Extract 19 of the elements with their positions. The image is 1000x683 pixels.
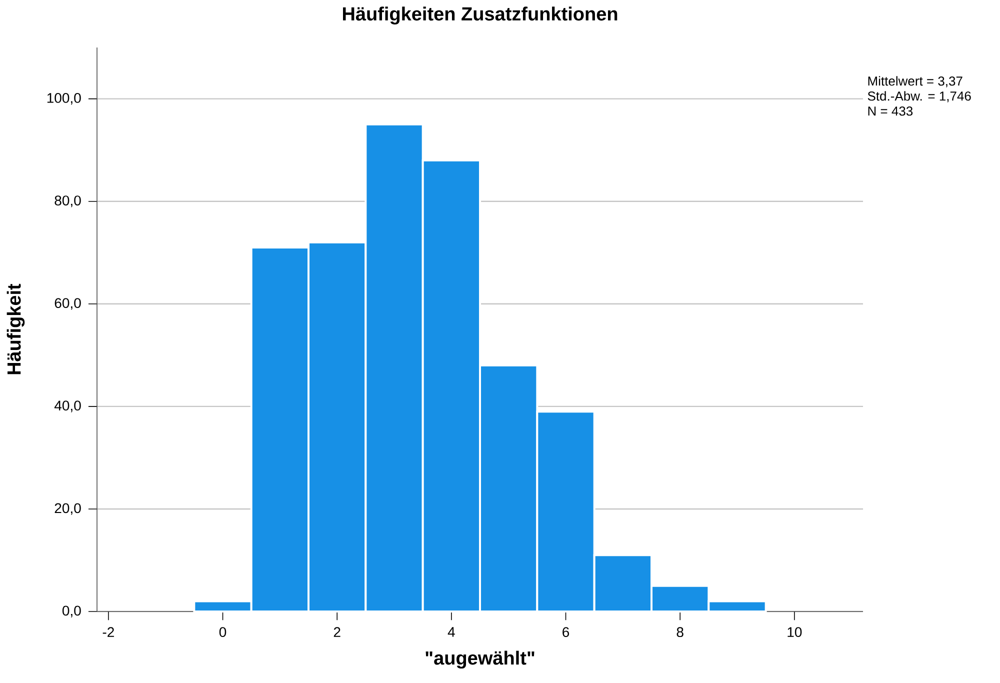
x-tick-label: 0 — [219, 627, 226, 638]
x-tick-label: 10 — [788, 627, 802, 638]
x-axis-title: "augewählt" — [426, 651, 534, 669]
text: N = 433 — [868, 106, 913, 116]
y-tick-label: 20,0 — [54, 503, 81, 515]
y-tick-label: 100,0 — [47, 93, 81, 105]
y-tick-label: 60,0 — [54, 298, 81, 310]
x-tick-label: 4 — [448, 627, 455, 637]
y-tick-label: 80,0 — [54, 196, 81, 208]
y-tick-label: 0,0 — [62, 606, 81, 618]
text: Mittelwert = 3,37 — [868, 76, 962, 88]
x-tick-label: 6 — [562, 627, 570, 638]
x-tick-label: -2 — [102, 627, 114, 638]
y-axis-title: Häufigkeit — [6, 284, 25, 374]
y-tick-label: 40,0 — [54, 400, 81, 412]
chart-title: Häufigkeiten Zusatzfunktionen — [343, 6, 618, 25]
text: Std.-Abw. = 1,746 — [868, 91, 971, 102]
x-tick-label: 2 — [334, 627, 340, 638]
x-tick-label: 8 — [676, 627, 684, 638]
